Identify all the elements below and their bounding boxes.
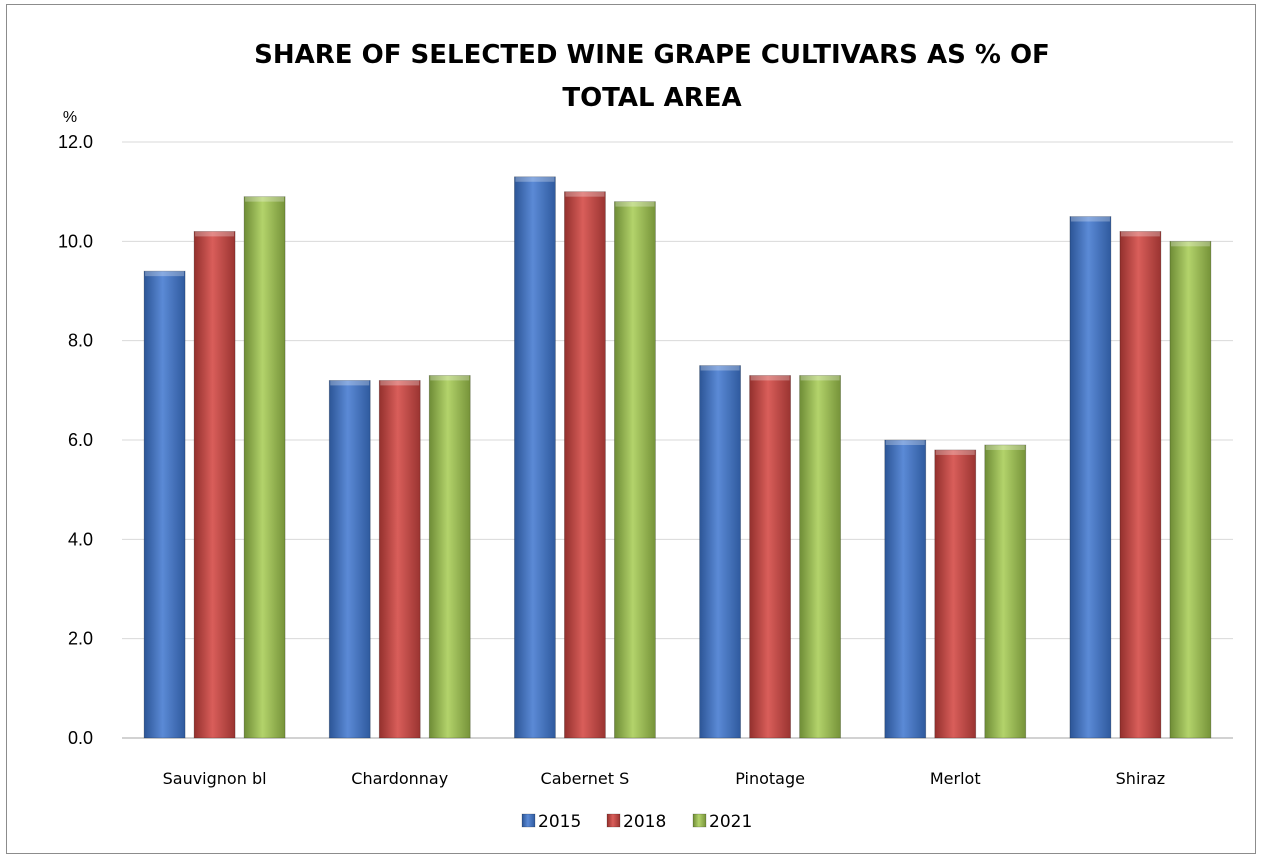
legend-label-2018: 2018 — [623, 812, 666, 832]
chart-title-line-2: TOTAL AREA — [562, 83, 741, 113]
y-tick-label: 8.0 — [68, 331, 93, 351]
bar-2018-shiraz — [1119, 230, 1162, 739]
y-tick-label: 2.0 — [68, 629, 93, 649]
bar-2015-merlot — [884, 439, 927, 739]
bar-2021-cabernet-s — [614, 201, 656, 739]
y-tick-label: 12.0 — [58, 132, 93, 152]
y-axis-unit-label: % — [63, 109, 77, 126]
bar-top-highlight — [565, 191, 605, 197]
legend-swatch-2018 — [606, 813, 621, 828]
x-category-label: Pinotage — [735, 769, 805, 788]
bar-top-highlight — [430, 375, 470, 381]
bar-top-highlight — [515, 176, 555, 182]
bar-top-highlight — [935, 449, 975, 455]
x-category-label: Merlot — [930, 769, 981, 788]
legend-label-2015: 2015 — [538, 812, 581, 832]
bar-2021-sauvignon-bl — [243, 196, 286, 739]
legend: 2015 2018 2021 — [521, 812, 752, 832]
y-tick-label: 4.0 — [68, 529, 93, 549]
bar-top-highlight — [195, 231, 235, 237]
chart-frame: SHARE OF SELECTED WINE GRAPE CULTIVARS A… — [6, 4, 1256, 854]
bar-2021-chardonnay — [428, 375, 471, 739]
bar-top-highlight — [985, 444, 1025, 450]
legend-swatch-2015 — [521, 813, 536, 828]
y-tick-label: 10.0 — [58, 231, 93, 251]
bar-top-highlight — [330, 380, 370, 386]
bar-top-highlight — [245, 196, 285, 202]
bar-2018-pinotage — [749, 375, 791, 739]
bar-2015-pinotage — [699, 365, 741, 739]
legend-swatch-2021 — [692, 813, 707, 828]
bar-top-highlight — [700, 365, 740, 371]
y-tick-label: 6.0 — [68, 430, 93, 450]
x-category-label: Shiraz — [1116, 769, 1166, 788]
bar-top-highlight — [1170, 241, 1210, 247]
chart-canvas: SHARE OF SELECTED WINE GRAPE CULTIVARS A… — [58, 40, 1233, 832]
bar-top-highlight — [1070, 216, 1110, 222]
bar-2015-sauvignon-bl — [143, 270, 186, 739]
bar-2021-pinotage — [799, 375, 841, 739]
x-category-label: Cabernet S — [541, 769, 630, 788]
bar-2021-shiraz — [1169, 240, 1212, 739]
bar-2018-sauvignon-bl — [193, 230, 236, 739]
bar-2018-cabernet-s — [564, 191, 606, 739]
bar-2015-cabernet-s — [514, 176, 556, 739]
bar-top-highlight — [800, 375, 840, 381]
bar-top-highlight — [615, 201, 655, 207]
bar-top-highlight — [750, 375, 790, 381]
bar-2018-merlot — [934, 449, 977, 739]
bar-2015-shiraz — [1069, 216, 1112, 739]
bar-top-highlight — [1120, 231, 1160, 237]
y-tick-label: 0.0 — [68, 728, 93, 748]
bar-top-highlight — [145, 271, 185, 277]
bar-2018-chardonnay — [378, 379, 421, 739]
bars — [143, 176, 1212, 739]
bar-top-highlight — [885, 440, 925, 445]
x-category-label: Sauvignon bl — [163, 769, 267, 788]
gridlines — [122, 141, 1233, 739]
chart-title: SHARE OF SELECTED WINE GRAPE CULTIVARS A… — [254, 40, 1050, 113]
bar-2015-chardonnay — [328, 379, 371, 739]
y-axis-ticks: 0.0 2.0 4.0 6.0 8.0 10.0 12.0 — [58, 132, 93, 748]
bar-2021-merlot — [984, 444, 1027, 739]
bar-top-highlight — [380, 380, 420, 386]
x-axis-categories: Sauvignon bl Chardonnay Cabernet S Pinotage… — [163, 769, 1166, 788]
legend-label-2021: 2021 — [709, 812, 752, 832]
x-category-label: Chardonnay — [351, 769, 448, 788]
chart-title-line-1: SHARE OF SELECTED WINE GRAPE CULTIVARS A… — [254, 40, 1050, 70]
